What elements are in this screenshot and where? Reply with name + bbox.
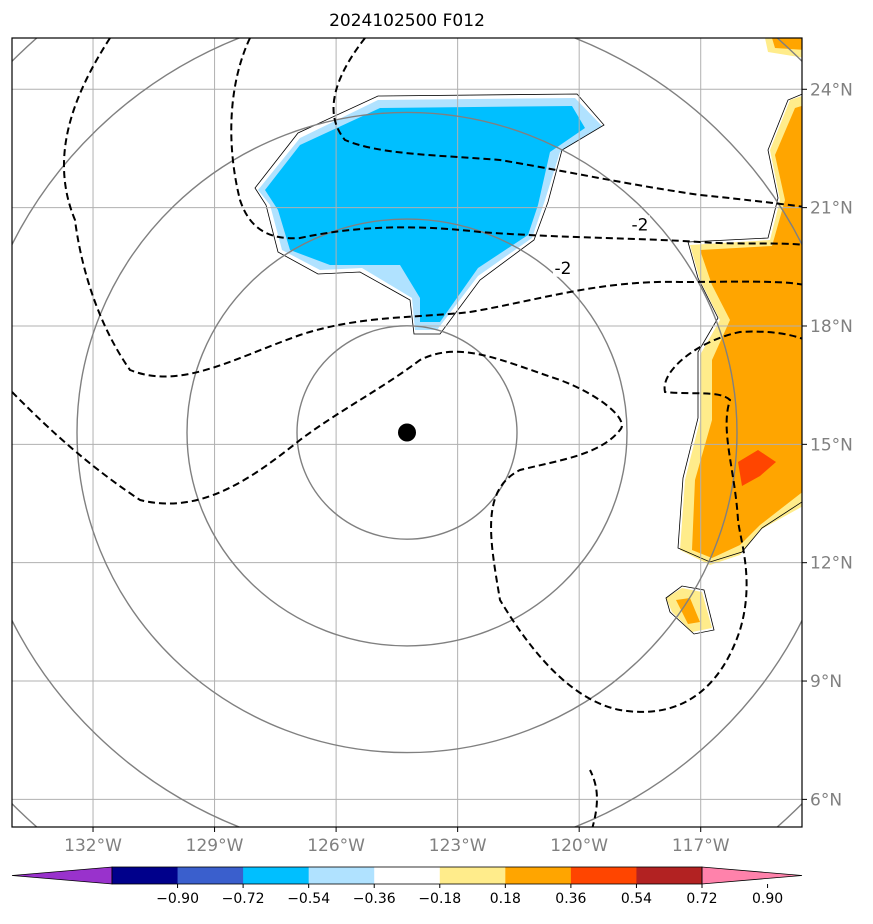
lat-tick-label: 24°N <box>810 80 853 100</box>
colorbar-swatch <box>308 867 375 884</box>
range-ring <box>186 218 628 647</box>
colorbar-swatch <box>112 867 179 884</box>
lat-lon-grid <box>12 38 802 827</box>
map-frame <box>11 37 803 828</box>
colorbar: −0.90 −0.72 −0.54 −0.36 −0.18 0.18 0.36 0.54 0.7… <box>11 866 803 907</box>
fill-outline <box>254 93 605 335</box>
colorbar-swatch <box>374 867 441 884</box>
lon-tick-label: 123°W <box>429 836 487 856</box>
colorbar-tick-label: 0.18 <box>490 891 521 907</box>
colorbar-swatch <box>177 867 244 884</box>
contour-label: -2 <box>631 215 648 235</box>
colorbar-tick-label: −0.54 <box>287 891 330 907</box>
colorbar-extend-low <box>11 866 113 885</box>
colorbar-swatch <box>243 867 310 884</box>
contour-label-bg <box>552 258 573 277</box>
negative-anomaly <box>265 106 585 322</box>
lat-tick-label: 6°N <box>810 790 842 810</box>
range-ring <box>76 111 738 754</box>
colorbar-tick-label: −0.72 <box>222 891 265 907</box>
axis-ticks: 24°N 21°N 18°N 15°N 12°N 9°N 6°N 132°W 129°W 126°… <box>64 80 853 856</box>
colorbar-tick-label: 0.54 <box>621 891 652 907</box>
colorbar-tick-label: −0.18 <box>418 891 461 907</box>
colorbar-swatch <box>505 867 572 884</box>
contour-labels: -2 -2 <box>552 215 650 279</box>
dashed-contours <box>12 38 802 827</box>
contour-label-bg <box>629 215 650 234</box>
colorbar-tick-label: 0.90 <box>752 891 783 907</box>
colorbar-tick-label: −0.90 <box>156 891 199 907</box>
contour-line <box>589 769 598 827</box>
lon-tick-label: 132°W <box>64 836 122 856</box>
lon-tick-label: 117°W <box>672 836 730 856</box>
lat-tick-label: 15°N <box>810 435 853 455</box>
colorbar-swatch <box>636 867 703 884</box>
fill-outline-east <box>665 93 802 635</box>
positive-anomaly <box>676 38 802 624</box>
colorbar-extend-high <box>701 866 803 885</box>
colorbar-tick-label: 0.72 <box>686 891 717 907</box>
lat-tick-label: 9°N <box>810 672 842 692</box>
contour-line <box>63 38 802 378</box>
colorbar-swatch <box>439 867 506 884</box>
figure-title: 2024102500 F012 <box>329 11 485 31</box>
colorbar-swatch <box>570 867 637 884</box>
colorbar-tick-label: −0.36 <box>353 891 396 907</box>
contour-line <box>332 38 802 208</box>
lat-tick-label: 12°N <box>810 554 853 574</box>
lon-tick-label: 129°W <box>186 836 244 856</box>
lon-tick-label: 126°W <box>307 836 365 856</box>
contour-label: -2 <box>554 259 571 279</box>
positive-anomaly-strong <box>738 450 776 486</box>
lat-tick-label: 21°N <box>810 199 853 219</box>
colorbar-frame <box>111 866 703 885</box>
anomaly-fills <box>254 38 802 635</box>
contour-line <box>12 330 802 713</box>
contour-line <box>230 38 802 246</box>
lat-tick-label: 18°N <box>810 317 853 337</box>
lon-tick-label: 120°W <box>550 836 608 856</box>
range-ring <box>296 325 518 540</box>
storm-center-marker <box>398 423 416 442</box>
colorbar-tick-label: 0.36 <box>555 891 586 907</box>
